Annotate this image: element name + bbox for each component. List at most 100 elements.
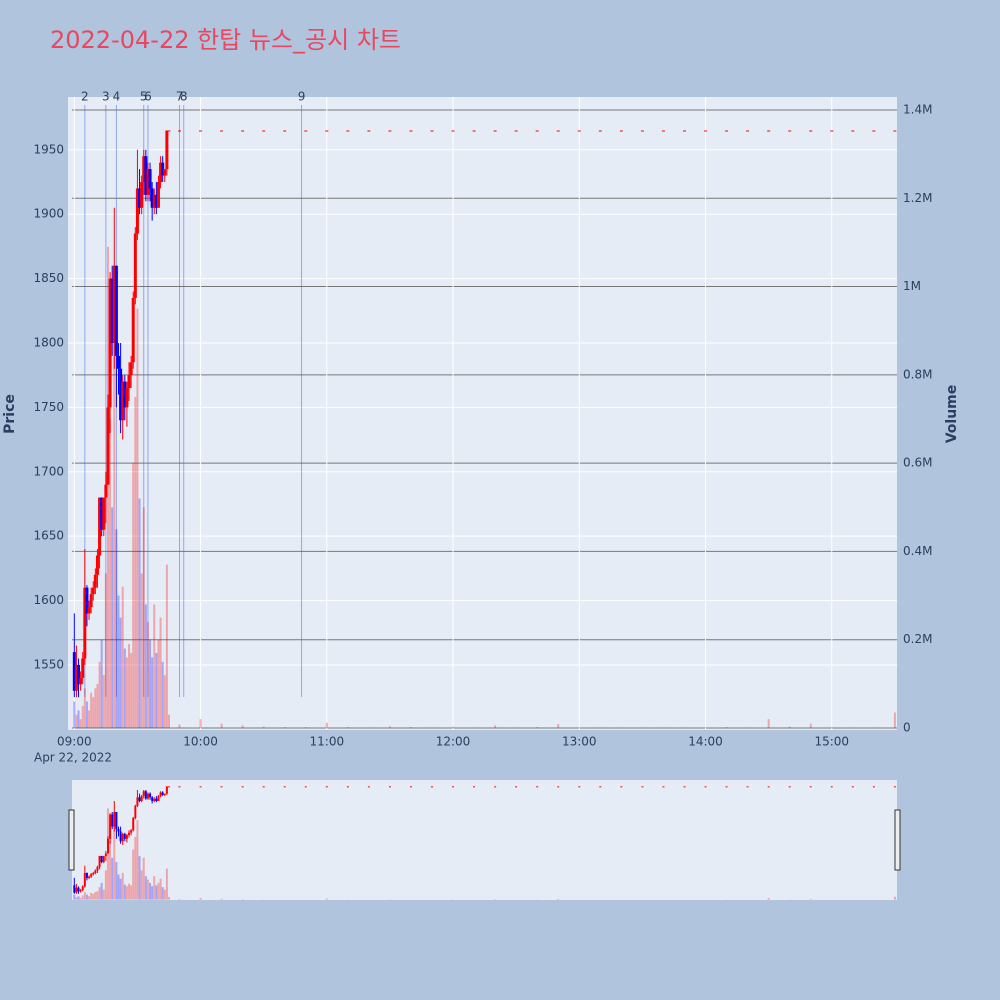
slider-candle-body	[102, 855, 105, 863]
slider-candle-body	[79, 890, 82, 892]
candle-body	[199, 130, 203, 132]
slider-candle-body	[809, 786, 812, 788]
slider-candle-body	[409, 786, 412, 788]
volume-bar	[163, 675, 166, 729]
slider-volume-bar	[90, 892, 93, 900]
candle-body	[830, 130, 834, 132]
news-label: 4	[113, 90, 121, 104]
volume-bar	[809, 723, 812, 729]
volume-bar	[142, 507, 145, 729]
candle-body	[138, 188, 142, 208]
candle-body	[767, 130, 771, 132]
volume-bar	[132, 463, 135, 729]
slider-candle-body	[178, 786, 181, 788]
volume-bar	[79, 719, 82, 729]
slider-candle-body	[100, 855, 103, 863]
candle-body	[409, 130, 413, 132]
slider-candle-body	[304, 786, 307, 788]
volume-bar	[304, 727, 307, 729]
y2-tick-label: 1M	[903, 279, 921, 293]
slider-volume-bar	[94, 892, 97, 900]
candle-body	[85, 587, 89, 614]
slider-volume-bar	[136, 820, 139, 900]
slider-volume-bar	[144, 876, 147, 900]
slider-candle-body	[83, 873, 86, 887]
slider-candle-body	[494, 786, 497, 788]
candle-body	[167, 130, 171, 132]
candle-body	[142, 156, 146, 183]
volume-bar	[893, 712, 896, 729]
range-slider[interactable]	[72, 780, 897, 900]
x-tick-label: 15:00	[814, 735, 849, 749]
slider-candle-body	[142, 791, 145, 797]
candle-body	[144, 156, 148, 195]
volume-bar	[104, 573, 107, 729]
volume-bar	[159, 617, 162, 729]
slider-candle-body	[140, 796, 143, 801]
y-tick-label: 1800	[33, 335, 64, 349]
candle-body	[640, 130, 644, 132]
volume-bar	[262, 726, 265, 729]
x-tick-label: 14:00	[688, 735, 723, 749]
candle-body	[262, 130, 266, 132]
slider-volume-bar	[557, 898, 560, 900]
candle-body	[893, 130, 897, 132]
y-axis-label: Price	[2, 394, 18, 434]
news-label: 8	[180, 90, 188, 104]
volume-bar	[157, 639, 160, 729]
slider-candle-body	[163, 793, 166, 795]
y2-tick-label: 0.6M	[903, 456, 932, 470]
slider-volume-bar	[220, 898, 223, 900]
candle-body	[220, 130, 224, 132]
candle-body	[159, 162, 163, 183]
candle-body	[725, 130, 729, 132]
slider-volume-bar	[77, 896, 80, 900]
slider-candle-body	[165, 786, 168, 794]
slider-candle-body	[81, 886, 84, 891]
slider-volume-bar	[494, 899, 497, 900]
volume-bar	[102, 675, 105, 729]
candle-body	[98, 497, 102, 556]
volume-bar	[100, 639, 103, 729]
volume-bar	[346, 727, 349, 729]
volume-bar	[388, 726, 391, 729]
volume-bar	[88, 710, 91, 729]
candle-body	[131, 297, 135, 363]
slider-handle-right[interactable]	[894, 809, 901, 871]
slider-volume-bar	[117, 874, 120, 900]
candle-body	[114, 265, 118, 356]
volume-bar	[121, 586, 124, 729]
y2-tick-label: 1.4M	[903, 102, 932, 116]
slider-candle-body	[241, 786, 244, 788]
y-tick-label: 1650	[33, 529, 64, 543]
y2-tick-label: 1.2M	[903, 191, 932, 205]
volume-bar	[325, 722, 328, 729]
slider-candle-body	[161, 792, 164, 795]
plot-area	[68, 97, 897, 730]
volume-bar	[161, 661, 164, 729]
volume-bar	[557, 724, 560, 729]
candle-body	[472, 130, 476, 132]
slider-candle-body	[119, 831, 122, 842]
candle-body	[152, 194, 156, 208]
volume-bar	[178, 724, 181, 729]
slider-candle-body	[96, 866, 99, 871]
slider-candle-body	[85, 873, 88, 878]
y2-tick-label: 0.4M	[903, 544, 932, 558]
slider-candle-body	[92, 873, 95, 875]
y2-tick-label: 0.8M	[903, 367, 932, 381]
candle-body	[121, 381, 125, 421]
candle-body	[102, 497, 106, 530]
news-label: 9	[298, 90, 306, 104]
slider-volume-bar	[149, 882, 152, 900]
candle-body	[116, 355, 120, 369]
y2-axis-label: Volume	[944, 385, 960, 444]
candle-body	[598, 130, 602, 132]
slider-volume-bar	[106, 808, 109, 900]
slider-candle-body	[132, 818, 135, 831]
slider-handle-left[interactable]	[68, 809, 75, 871]
candle-body	[150, 188, 154, 208]
slider-candle-body	[704, 786, 707, 788]
slider-candle-body	[367, 786, 370, 788]
slider-volume-bar	[146, 879, 149, 900]
